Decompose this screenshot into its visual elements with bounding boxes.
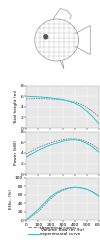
Circle shape (44, 35, 48, 39)
X-axis label: Volume flow (m³/hr): Volume flow (m³/hr) (41, 228, 84, 232)
Legend: theoretical curve, experimental curve: theoretical curve, experimental curve (28, 226, 80, 236)
Y-axis label: Total height (m): Total height (m) (14, 90, 18, 124)
Y-axis label: Power (kW): Power (kW) (14, 141, 18, 165)
Y-axis label: Effic. (%): Effic. (%) (9, 189, 13, 209)
